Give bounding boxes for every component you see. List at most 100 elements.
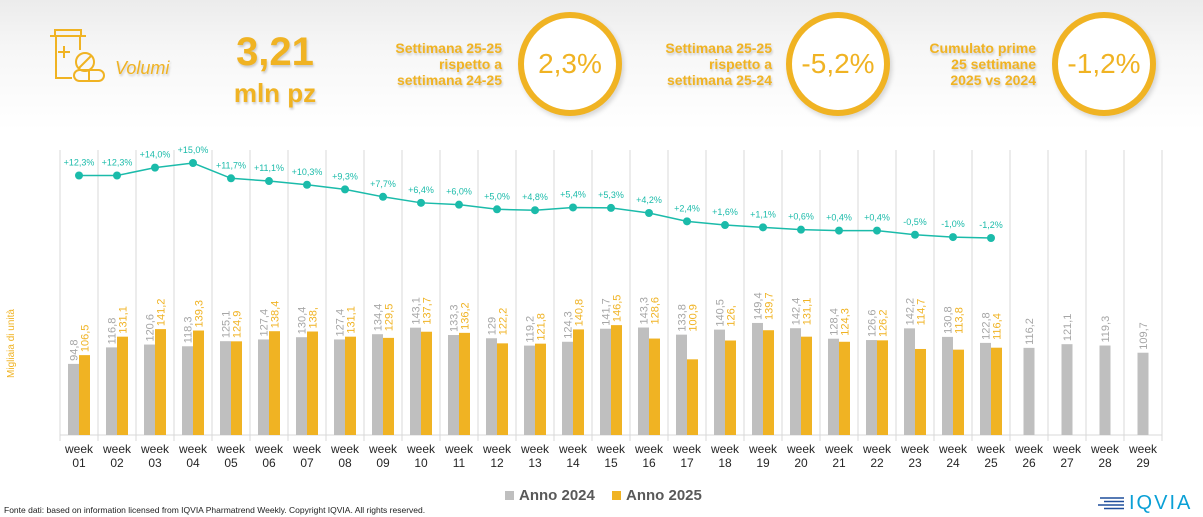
kpi-weekly-wow-value: -5,2%	[801, 48, 875, 79]
bar-2025	[459, 332, 470, 435]
bar-2025	[573, 329, 584, 435]
bar-label-2025: 131,1	[346, 306, 358, 334]
legend-item-2025: Anno 2025	[612, 487, 702, 504]
x-tick-label-number: 03	[148, 456, 162, 470]
bar-label-2025: 106,5	[80, 325, 92, 353]
x-tick-label-number: 25	[984, 456, 998, 470]
x-tick-label-week: week	[482, 442, 512, 456]
bar-2024	[106, 347, 117, 435]
bar-2024	[942, 336, 953, 435]
x-tick-label-week: week	[102, 442, 132, 456]
bar-2024	[600, 328, 611, 435]
bar-label-2025: 129,5	[384, 304, 396, 332]
bar-2024	[486, 338, 497, 435]
iqvia-logo-icon	[1098, 496, 1124, 509]
bar-2025	[79, 355, 90, 435]
total-volume-unit: mln pz	[233, 78, 317, 108]
bar-2025	[383, 337, 394, 435]
growth-point	[113, 171, 121, 180]
bar-label-2025: 114,7	[916, 299, 928, 326]
x-tick-label-week: week	[786, 442, 816, 456]
growth-point	[493, 205, 501, 214]
bar-label-2025: 100,9	[688, 304, 700, 332]
x-tick-label-number: 18	[718, 456, 732, 470]
x-tick-label-week: week	[1090, 442, 1120, 456]
x-tick-label-week: week	[596, 442, 626, 456]
bar-label-2025: 126,2	[878, 310, 890, 338]
bar-2025	[307, 331, 318, 435]
bar-2025	[117, 336, 128, 435]
growth-point	[911, 230, 919, 239]
bar-2025	[535, 343, 546, 435]
kpi-cumulative-label: Cumulato prime 25 settimane 2025 vs 2024	[910, 40, 1036, 88]
bar-2024	[790, 328, 801, 435]
x-tick-label-week: week	[406, 442, 436, 456]
x-tick-label-week: week	[672, 442, 702, 456]
x-tick-label-number: 06	[262, 456, 276, 470]
growth-label: +5,3%	[598, 190, 624, 200]
growth-label: +6,0%	[446, 187, 472, 197]
bar-label-2025: 124,9	[232, 311, 244, 339]
growth-point	[835, 226, 843, 235]
total-volume-value: 3,21	[236, 30, 314, 74]
growth-label: -0,5%	[903, 217, 927, 227]
bar-2024	[68, 363, 79, 435]
growth-label: +0,6%	[788, 212, 814, 222]
x-tick-label-week: week	[330, 442, 360, 456]
bar-label-2024: 129	[487, 317, 499, 335]
bar-2025	[991, 347, 1002, 435]
bar-2024	[562, 341, 573, 435]
bar-2025	[915, 348, 926, 435]
x-tick-label-week: week	[634, 442, 664, 456]
growth-point	[645, 209, 653, 217]
growth-label: +14,0%	[140, 150, 171, 160]
x-tick-label-number: 15	[604, 456, 618, 470]
x-tick-label-week: week	[178, 442, 208, 456]
bar-label-2025: 146,5	[612, 295, 624, 323]
x-tick-label-number: 09	[376, 456, 390, 470]
x-tick-label-number: 11	[453, 456, 466, 470]
x-tick-label-number: 20	[794, 456, 808, 470]
bar-label-2024: 128,4	[829, 308, 841, 336]
bar-label-2024: 127,4	[335, 309, 347, 337]
bar-2025	[953, 349, 964, 435]
kpi-label-line: settimana 25-24	[666, 72, 772, 88]
x-tick-label-number: 29	[1136, 456, 1150, 470]
x-tick-label-number: 08	[338, 456, 352, 470]
bar-label-2025: 122,2	[498, 308, 510, 336]
x-tick-label-number: 13	[528, 456, 542, 470]
x-tick-label-number: 28	[1098, 456, 1112, 470]
legend-label-2025: Anno 2025	[626, 487, 702, 504]
bar-label-2024: 121,1	[1062, 314, 1074, 342]
kpi-label-line: Settimana 25-25	[665, 40, 772, 56]
bar-label-2024: 118,3	[183, 317, 195, 344]
growth-point	[417, 198, 425, 207]
bar-label-2024: 116,8	[107, 318, 119, 345]
bar-label-2024: 133,8	[677, 304, 689, 332]
growth-point	[987, 234, 995, 242]
bar-label-2025: 141,2	[156, 299, 168, 327]
kpi-cumulative-circle: -1,2%	[1052, 12, 1156, 116]
bar-2024	[524, 345, 535, 435]
growth-label: -1,2%	[979, 220, 1003, 230]
x-tick-label-number: 19	[756, 456, 770, 470]
bar-label-2024: 142,2	[905, 298, 917, 326]
bar-2024	[904, 328, 915, 435]
x-tick-label-number: 07	[300, 456, 314, 470]
x-tick-label-number: 12	[490, 456, 504, 470]
kpi-label-line: Cumulato prime	[929, 40, 1036, 56]
bar-label-2024: 124,3	[563, 311, 575, 339]
bar-2025	[801, 336, 812, 435]
x-tick-label-week: week	[254, 442, 284, 456]
growth-point	[455, 200, 463, 209]
growth-point	[873, 226, 881, 235]
growth-point	[607, 203, 615, 212]
bar-label-2024: 141,7	[601, 298, 613, 326]
bar-label-2024: 134,4	[373, 304, 385, 332]
x-tick-label-week: week	[1128, 442, 1158, 456]
bar-label-2025: 131,1	[118, 306, 130, 334]
x-tick-label-number: 22	[870, 456, 884, 470]
bar-label-2025: 116,4	[992, 313, 1004, 340]
bar-label-2024: 125,1	[221, 311, 233, 339]
growth-point	[683, 217, 691, 226]
